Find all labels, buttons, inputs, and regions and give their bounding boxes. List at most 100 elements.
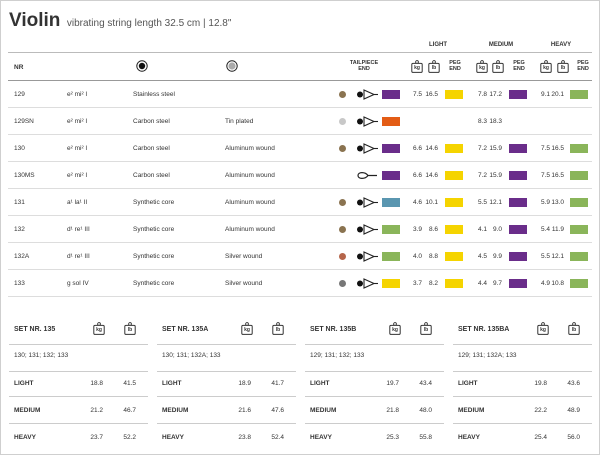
header-tailpiece-end: TAILPIECE END	[344, 60, 384, 72]
set-medium-label: MEDIUM	[14, 407, 41, 414]
lb-icon-medium: lb	[492, 60, 504, 73]
set-lb-icon: lb	[124, 322, 136, 335]
set-light-lb: 43.4	[419, 380, 432, 387]
set-kg-icon-label: kg	[540, 327, 546, 333]
set-heavy-label: HEAVY	[162, 434, 184, 441]
ball-end-icon	[357, 197, 378, 208]
kg-icon-light-label: kg	[414, 65, 420, 71]
header-tailpiece-line2: END	[358, 66, 370, 72]
set-light-lb: 41.7	[271, 380, 284, 387]
heavy-lb-value: 12.1	[551, 253, 564, 260]
set-title: SET NR. 135	[14, 326, 56, 333]
light-peg-color	[445, 198, 463, 207]
heavy-kg-value: 7.5	[540, 145, 550, 152]
medium-kg-value: 5.5	[477, 199, 487, 206]
medium-lb-value: 9.0	[492, 226, 502, 233]
set-medium-label: MEDIUM	[458, 407, 485, 414]
material-color-dot	[339, 118, 346, 125]
tailpiece-color-swatch	[382, 252, 400, 261]
set-lb-icon-label: lb	[127, 327, 133, 333]
light-lb-value	[422, 108, 438, 135]
table-row: 129SN e² mi² I Carbon steel Tin plated 8.3 18…	[8, 108, 592, 135]
set-divider	[305, 396, 444, 397]
core-material: Carbon steel	[133, 145, 170, 152]
heavy-peg-color	[570, 279, 588, 288]
set-lb-icon-label: lb	[275, 327, 281, 333]
page-title: Violin	[9, 10, 61, 31]
tailpiece-color-swatch	[382, 225, 400, 234]
winding-material: Aluminum wound	[225, 226, 275, 233]
string-note: a¹ la¹ II	[67, 199, 88, 206]
tailpiece-color-swatch	[382, 171, 400, 180]
string-number: 133	[14, 280, 25, 287]
medium-kg-value: 8.3	[477, 118, 487, 125]
header-nr: NR	[14, 64, 24, 71]
loop-end-icon	[357, 172, 377, 179]
winding-material: Aluminum wound	[225, 172, 275, 179]
core-material: Synthetic core	[133, 280, 175, 287]
set-lb-icon: lb	[272, 322, 284, 335]
heavy-lb-value: 16.5	[551, 172, 564, 179]
light-lb-value: 16.5	[425, 91, 438, 98]
set-light-label: LIGHT	[458, 380, 478, 387]
set-heavy-kg: 25.3	[386, 434, 399, 441]
string-note: d¹ re¹ III	[67, 253, 90, 260]
winding-material: Silver wound	[225, 280, 263, 287]
header-peg-line2: END	[449, 66, 461, 72]
header-peg-end-medium: PEG END	[508, 60, 530, 72]
heavy-lb-value: 20.1	[551, 91, 564, 98]
set-divider	[157, 344, 296, 345]
set-divider	[157, 396, 296, 397]
tailpiece-color-swatch	[382, 90, 400, 99]
medium-peg-color	[509, 90, 527, 99]
medium-peg-color	[509, 279, 527, 288]
set-medium-kg: 21.8	[386, 407, 399, 414]
string-number: 129	[14, 91, 25, 98]
set-medium-kg: 21.2	[90, 407, 103, 414]
set-strings: 129; 131; 132; 133	[310, 352, 365, 359]
string-note: e² mi² I	[67, 172, 88, 179]
set-divider	[9, 423, 148, 424]
set-card: SET NR. 135A kg lb 130; 131; 132A; 133 LIGHT…	[157, 319, 296, 451]
heavy-peg-color	[570, 144, 588, 153]
heavy-lb-value: 16.5	[551, 145, 564, 152]
string-number: 132A	[14, 253, 30, 260]
light-kg-value: 7.5	[412, 91, 422, 98]
ball-end-icon	[357, 116, 378, 127]
set-divider	[305, 371, 444, 372]
core-material: Carbon steel	[133, 118, 170, 125]
string-number: 129SN	[14, 118, 34, 125]
light-lb-value: 14.6	[425, 172, 438, 179]
header-peg-end-heavy: PEG END	[572, 60, 594, 72]
set-divider	[9, 396, 148, 397]
core-material: Stainless steel	[133, 91, 175, 98]
set-lb-icon: lb	[420, 322, 432, 335]
set-medium-label: MEDIUM	[310, 407, 337, 414]
set-divider	[9, 371, 148, 372]
set-lb-icon-label: lb	[571, 327, 577, 333]
light-peg-color	[445, 171, 463, 180]
lb-icon-medium-label: lb	[495, 65, 501, 71]
medium-peg-color	[509, 252, 527, 261]
set-lb-icon: lb	[568, 322, 580, 335]
kg-icon-medium: kg	[476, 60, 488, 73]
set-kg-icon-label: kg	[96, 327, 102, 333]
core-material: Synthetic core	[133, 253, 175, 260]
heavy-kg-value: 9.1	[540, 91, 550, 98]
group-medium-label: MEDIUM	[488, 42, 514, 48]
set-strings: 130; 131; 132; 133	[14, 352, 69, 359]
set-medium-lb: 46.7	[123, 407, 136, 414]
medium-lb-value: 9.7	[492, 280, 502, 287]
light-kg-value	[406, 108, 422, 135]
string-number: 132	[14, 226, 25, 233]
string-note: g sol IV	[67, 280, 89, 287]
table-row: 132 d¹ re¹ III Synthetic core Aluminum woun…	[8, 216, 592, 243]
header-tailpiece-line1: TAILPIECE	[349, 60, 379, 66]
string-note: d¹ re¹ III	[67, 226, 90, 233]
set-kg-icon: kg	[241, 322, 253, 335]
heavy-kg-value: 7.5	[540, 172, 550, 179]
heavy-kg-value: 5.5	[540, 253, 550, 260]
heavy-kg-value: 5.4	[540, 226, 550, 233]
set-heavy-kg: 23.7	[90, 434, 103, 441]
set-title: SET NR. 135BA	[458, 326, 510, 333]
